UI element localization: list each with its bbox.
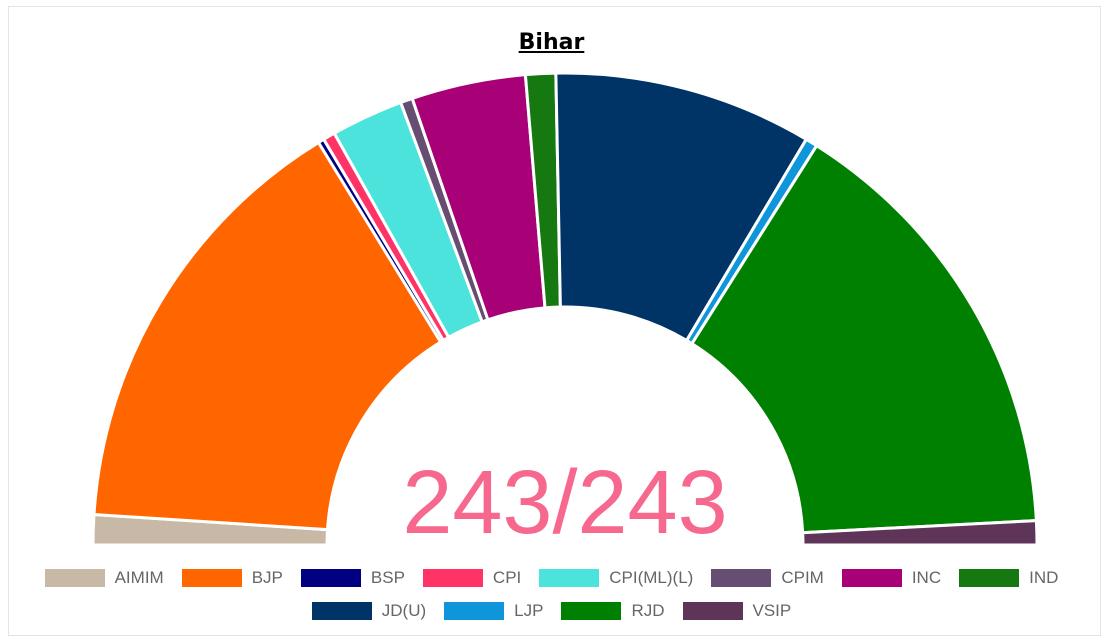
legend-item-ind[interactable]: IND (959, 568, 1058, 588)
legend-item-bjp[interactable]: BJP (181, 568, 283, 588)
legend-item-cpim[interactable]: CPIM (711, 568, 824, 588)
legend-label: LJP (514, 601, 544, 620)
legend-item-jd-u[interactable]: JD(U) (311, 601, 427, 621)
legend-swatch (422, 569, 483, 587)
legend-row: AIMIM BJP BSP CPI CPI(ML)(L) CPIM INC IND (0, 568, 1103, 588)
legend-label: INC (911, 568, 942, 587)
legend-swatch (181, 569, 242, 587)
legend-label: AIMIM (114, 568, 164, 587)
legend-swatch (841, 569, 902, 587)
legend-label: RJD (631, 601, 665, 620)
legend-swatch (539, 569, 600, 587)
legend-item-inc[interactable]: INC (841, 568, 942, 588)
legend-swatch (561, 602, 622, 620)
legend-label: IND (1029, 568, 1059, 587)
legend-swatch (300, 569, 361, 587)
legend-item-bsp[interactable]: BSP (300, 568, 405, 588)
legend-swatch (711, 569, 772, 587)
seat-total-label: 243/243 (402, 453, 728, 553)
chart-title: Bihar (518, 30, 585, 55)
legend-label: BJP (251, 568, 283, 587)
slice-bjp[interactable] (92, 140, 443, 532)
legend-row: JD(U) LJP RJD VSIP (0, 601, 1103, 621)
legend-swatch (44, 569, 105, 587)
legend-item-vsip[interactable]: VSIP (682, 601, 792, 621)
legend-label: BSP (370, 568, 405, 587)
legend-swatch (444, 602, 505, 620)
legend-item-aimim[interactable]: AIMIM (44, 568, 164, 588)
slice-vsip[interactable] (801, 519, 1039, 547)
legend-label: CPIM (781, 568, 824, 587)
legend-swatch (311, 602, 372, 620)
slice-rjd[interactable] (689, 143, 1038, 535)
legend-label: VSIP (752, 601, 792, 620)
legend-swatch (959, 569, 1020, 587)
legend-label: CPI (492, 568, 522, 587)
legend-swatch (682, 602, 743, 620)
legend-item-cpi-ml-l[interactable]: CPI(ML)(L) (539, 568, 693, 588)
legend-label: CPI(ML)(L) (609, 568, 694, 587)
legend-item-cpi[interactable]: CPI (422, 568, 522, 588)
legend-item-ljp[interactable]: LJP (444, 601, 543, 621)
legend-item-rjd[interactable]: RJD (561, 601, 665, 621)
legend-label: JD(U) (381, 601, 427, 620)
